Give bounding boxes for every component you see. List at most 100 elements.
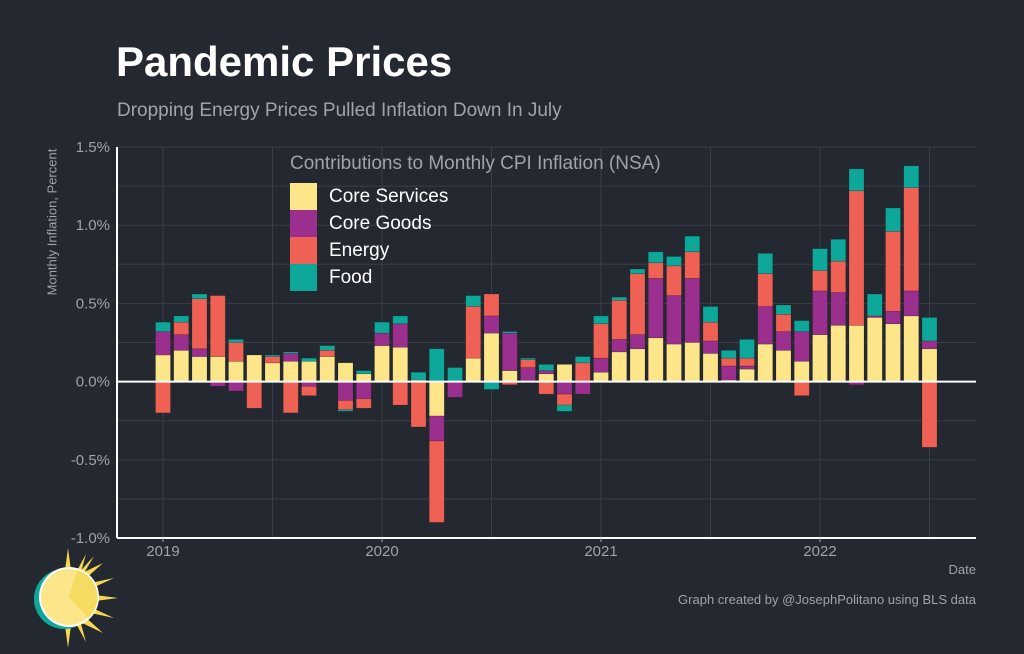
bar-segment-food (903, 165, 920, 188)
bar-segment-core-services (866, 317, 883, 382)
bar-segment-core-goods (428, 415, 445, 442)
bar-segment-core-goods (483, 315, 500, 334)
bar-segment-core-services (465, 357, 482, 382)
bar-segment-core-goods (739, 365, 755, 370)
bar-segment-food (501, 331, 518, 334)
bar-segment-core-services (556, 364, 573, 382)
bar-segment-core-services (301, 360, 317, 382)
bar-segment-core-goods (666, 295, 682, 345)
legend-item-core-goods: Core Goods (290, 210, 661, 237)
bar-segment-core-services (155, 354, 171, 382)
bar-segment-food (629, 268, 646, 274)
bar-segment-food (848, 168, 865, 192)
bar-segment-energy (355, 398, 372, 409)
bar-segment-food (392, 315, 409, 325)
legend-label: Food (329, 266, 373, 288)
bar-segment-food (228, 339, 244, 343)
bar-segment-core-goods (629, 334, 646, 350)
bar-segment-core-services (228, 360, 244, 382)
bar-segment-core-goods (793, 331, 810, 362)
y-tick-label: 1.5% (76, 139, 110, 156)
bar-segment-core-services (793, 360, 810, 382)
bar-segment-food (885, 207, 901, 232)
bar-segment-core-services (666, 343, 682, 382)
bar-segment-core-services (684, 342, 701, 382)
bar-segment-core-services (246, 354, 263, 382)
bar-segment-food (812, 248, 828, 271)
bar-segment-energy (173, 321, 190, 335)
bar-segment-food (355, 370, 372, 375)
bar-segment-energy (264, 356, 281, 364)
bar-segment-core-services (173, 350, 190, 382)
bar-segment-core-goods (520, 367, 536, 382)
bar-segment-food (574, 356, 591, 364)
bar-segment-energy (392, 381, 409, 406)
bar-segment-food (556, 404, 573, 412)
bar-segment-core-goods (702, 340, 719, 354)
bar-segment-food (410, 371, 427, 381)
bar-segment-food (337, 409, 354, 412)
bar-segment-core-goods (374, 332, 390, 346)
bar-segment-core-goods (720, 365, 737, 381)
bar-segment-core-goods (173, 334, 190, 351)
bar-segment-food (611, 296, 628, 301)
bar-segment-energy (282, 381, 299, 414)
bar-segment-energy (757, 273, 774, 307)
bar-segment-energy (848, 190, 865, 326)
y-tick-label: -1.0% (71, 530, 110, 547)
bar-segment-energy (666, 265, 682, 296)
bar-segment-energy (574, 362, 591, 382)
bar-segment-energy (775, 314, 792, 332)
bar-segment-core-services (501, 370, 518, 382)
bar-segment-core-goods (812, 290, 828, 335)
y-tick-label: -0.5% (71, 452, 110, 469)
bar-segment-energy (885, 231, 901, 312)
bar-segment-core-services (428, 381, 445, 417)
bar-segment-food (155, 321, 171, 332)
bar-segment-food (666, 256, 682, 267)
bar-segment-core-services (903, 315, 920, 382)
bar-segment-core-goods (155, 331, 171, 356)
bar-segment-energy (428, 440, 445, 523)
legend-swatch (290, 264, 317, 291)
bar-segment-energy (903, 187, 920, 292)
bar-segment-core-services (885, 323, 901, 382)
bar-segment-energy (556, 393, 573, 406)
bar-segment-food (465, 295, 482, 307)
bar-segment-energy (246, 381, 263, 409)
bar-segment-food (684, 235, 701, 253)
legend-swatch (290, 210, 317, 237)
bar-segment-food (374, 321, 390, 334)
bar-segment-energy (319, 350, 336, 357)
bar-segment-food (282, 351, 299, 354)
bar-segment-energy (538, 381, 555, 395)
bar-segment-core-goods (830, 292, 847, 326)
y-tick-label: 0.5% (76, 295, 110, 312)
legend-title: Contributions to Monthly CPI Inflation (… (290, 153, 661, 174)
legend-label: Core Goods (329, 212, 432, 234)
legend-item-core-services: Core Services (290, 183, 661, 210)
legend-label: Energy (329, 239, 390, 261)
bar-segment-core-goods (501, 332, 518, 371)
bar-segment-core-services (264, 362, 281, 382)
bar-segment-core-services (812, 334, 828, 382)
bar-segment-core-goods (447, 381, 463, 398)
bar-segment-core-services (483, 332, 500, 382)
bar-segment-energy (465, 306, 482, 359)
bar-segment-core-goods (337, 381, 354, 401)
bar-segment-energy (812, 270, 828, 292)
legend-swatch (290, 237, 317, 264)
bar-segment-core-services (191, 356, 208, 382)
x-tick-label: 2021 (584, 543, 617, 560)
bar-segment-energy (520, 359, 536, 368)
bar-segment-food (173, 315, 190, 323)
bar-segment-energy (593, 323, 609, 359)
bar-segment-core-services (374, 345, 390, 382)
bar-segment-food (757, 253, 774, 274)
bar-segment-core-services (629, 348, 646, 382)
bar-segment-food (866, 293, 883, 317)
bar-segment-energy (921, 381, 938, 448)
bar-segment-food (520, 357, 536, 361)
bar-segment-food (720, 350, 737, 359)
